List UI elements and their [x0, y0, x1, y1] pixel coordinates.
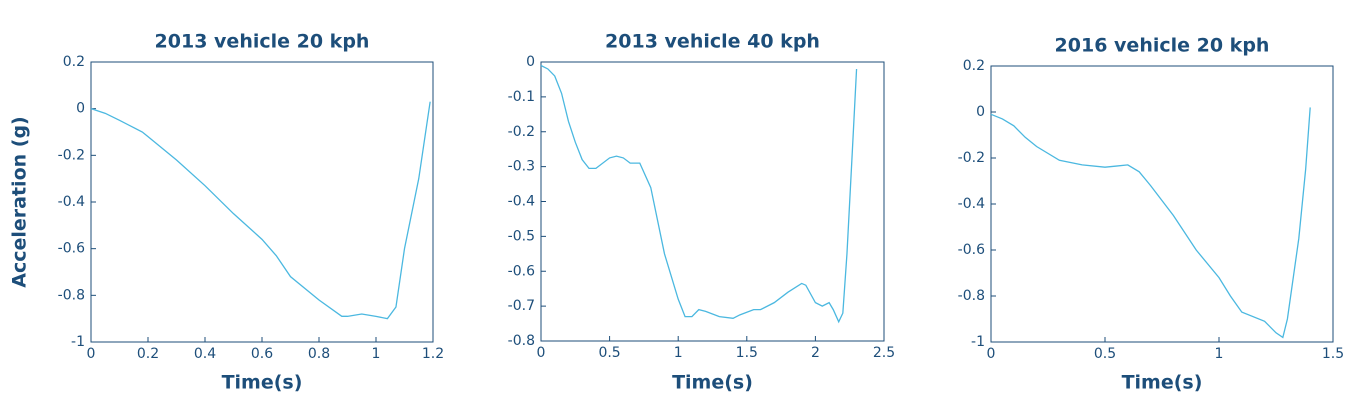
x-tick-label: 0 [537, 345, 546, 361]
y-tick-label: -0.6 [508, 263, 535, 279]
x-axis-label: Time(s) [672, 372, 753, 394]
y-tick-label: 0 [526, 54, 535, 70]
y-tick-label: -0.4 [58, 194, 85, 210]
x-tick-label: 1.5 [736, 345, 758, 361]
x-tick-label: 0 [87, 346, 96, 362]
y-tick-label: -0.4 [508, 194, 535, 210]
x-tick-label: 0.5 [1094, 346, 1116, 362]
y-tick-label: -0.2 [508, 124, 535, 140]
chart-title: 2013 vehicle 40 kph [605, 31, 820, 53]
y-axis-label: Acceleration (g) [9, 116, 31, 287]
y-tick-label: -0.6 [958, 242, 985, 258]
y-tick-label: 0.2 [963, 58, 985, 74]
y-tick-label: -1 [71, 334, 85, 350]
y-tick-label: 0 [76, 101, 85, 117]
y-tick-label: -0.3 [508, 159, 535, 175]
y-tick-label: -0.8 [508, 333, 535, 349]
data-line [540, 64, 858, 324]
x-tick-label: 0.5 [598, 345, 620, 361]
x-axis-label: Time(s) [222, 372, 303, 394]
y-tick-label: -0.7 [508, 298, 535, 314]
x-tick-label: 1.5 [1322, 346, 1344, 362]
x-tick-label: 1 [372, 346, 381, 362]
data-line [90, 101, 431, 320]
y-tick-label: 0 [976, 104, 985, 120]
axes-box [540, 61, 885, 342]
x-tick-label: 2.5 [873, 345, 895, 361]
y-tick-label: -1 [971, 334, 985, 350]
y-tick-label: 0.2 [63, 54, 85, 70]
x-tick-label: 0 [987, 346, 996, 362]
x-tick-label: 0.8 [308, 346, 330, 362]
y-tick-label: -0.2 [58, 147, 85, 163]
chart-title: 2013 vehicle 20 kph [155, 31, 370, 53]
y-tick-label: -0.8 [58, 287, 85, 303]
y-tick-label: -0.8 [958, 288, 985, 304]
y-tick-label: -0.6 [58, 241, 85, 257]
x-tick-label: 0.2 [137, 346, 159, 362]
x-tick-label: 1 [1215, 346, 1224, 362]
chart-title: 2016 vehicle 20 kph [1055, 35, 1270, 57]
y-tick-label: -0.4 [958, 196, 985, 212]
x-axis-label: Time(s) [1122, 372, 1203, 394]
x-tick-label: 1 [674, 345, 683, 361]
x-tick-label: 1.2 [422, 346, 444, 362]
x-tick-label: 0.6 [251, 346, 273, 362]
x-tick-label: 2 [811, 345, 820, 361]
x-tick-label: 0.4 [194, 346, 216, 362]
y-tick-label: -0.1 [508, 89, 535, 105]
y-tick-label: -0.5 [508, 228, 535, 244]
axes-box [90, 61, 434, 343]
axes-box [990, 65, 1334, 343]
y-tick-label: -0.2 [958, 150, 985, 166]
data-line [990, 107, 1311, 339]
